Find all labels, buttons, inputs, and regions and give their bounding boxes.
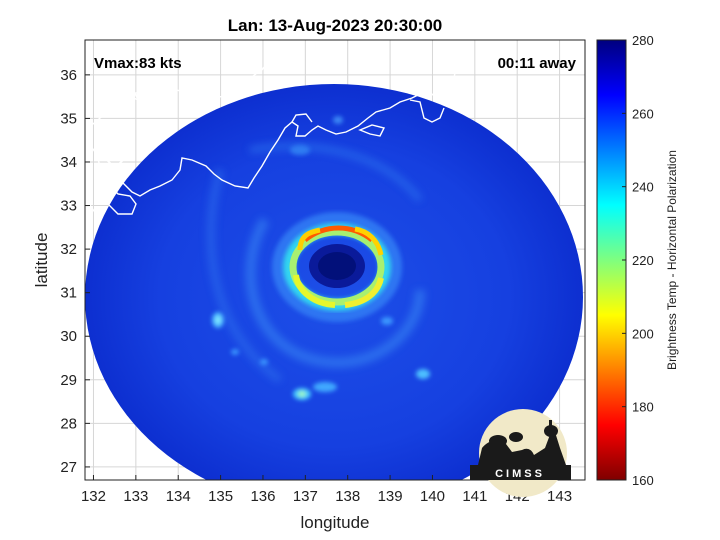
y-tick-label: 35 — [60, 110, 77, 127]
colorbar-tick-label: 260 — [632, 106, 654, 121]
y-tick-label: 33 — [60, 198, 77, 215]
y-tick-label: 32 — [60, 241, 77, 258]
y-tick-label: 36 — [60, 67, 77, 84]
x-tick-label: 143 — [547, 488, 572, 505]
rain-band — [249, 143, 423, 203]
logo-text: CIMSS — [495, 468, 545, 480]
rain-band — [245, 217, 425, 368]
x-tick-label: 137 — [293, 488, 318, 505]
x-axis-label: longitude — [300, 513, 369, 532]
cimss-logo: CIMSS — [470, 409, 571, 497]
y-tick-label: 31 — [60, 285, 77, 302]
convective-cell — [215, 316, 221, 324]
x-tick-label: 135 — [208, 488, 233, 505]
y-tick-label: 34 — [60, 154, 77, 171]
colorbar: 160 180 200 220 240 260 280 Brightness Temp - … — [596, 33, 679, 488]
vmax-annotation: Vmax:83 kts — [94, 55, 182, 72]
convective-cell — [381, 317, 393, 325]
colorbar-label: Brightness Temp - Horizontal Polarizatio… — [665, 150, 679, 370]
convective-cell — [290, 145, 310, 155]
colorbar-tick-label: 240 — [632, 180, 654, 195]
x-tick-label: 139 — [378, 488, 403, 505]
colorbar-tick-label: 180 — [632, 400, 654, 415]
colorbar-tick-label: 200 — [632, 326, 654, 341]
convective-cell — [333, 116, 343, 124]
y-axis: 27 28 29 30 31 32 33 34 35 36 — [60, 67, 90, 476]
colorbar-tick-label: 220 — [632, 253, 654, 268]
convective-cell — [313, 382, 337, 392]
convective-cell — [298, 391, 306, 397]
x-tick-label: 138 — [335, 488, 360, 505]
y-tick-label: 29 — [60, 372, 77, 389]
rain-band — [206, 168, 283, 384]
x-tick-label: 133 — [123, 488, 148, 505]
time-away-annotation: 00:11 away — [498, 55, 577, 72]
convective-cell — [416, 369, 430, 379]
x-tick-label: 140 — [420, 488, 445, 505]
x-tick-label: 136 — [250, 488, 275, 505]
convective-cell — [260, 359, 268, 365]
x-tick-label: 141 — [462, 488, 487, 505]
axes-frame — [84, 39, 586, 481]
y-axis-label: latitude — [32, 233, 51, 288]
y-tick-label: 30 — [60, 328, 77, 345]
coastline-japan — [85, 40, 465, 215]
x-tick-label: 132 — [81, 488, 106, 505]
colorbar-tick-label: 280 — [632, 33, 654, 48]
map-title: Lan: 13-Aug-2023 20:30:00 — [228, 16, 442, 35]
y-tick-label: 27 — [60, 459, 77, 476]
eyewall — [272, 212, 402, 322]
y-tick-label: 28 — [60, 415, 77, 432]
colorbar-ramp — [596, 39, 627, 481]
colorbar-ticks: 160 180 200 220 240 260 280 — [622, 33, 654, 488]
x-tick-label: 134 — [166, 488, 191, 505]
colorbar-tick-label: 160 — [632, 473, 654, 488]
convective-cell — [231, 349, 239, 355]
microwave-swath — [85, 84, 583, 480]
